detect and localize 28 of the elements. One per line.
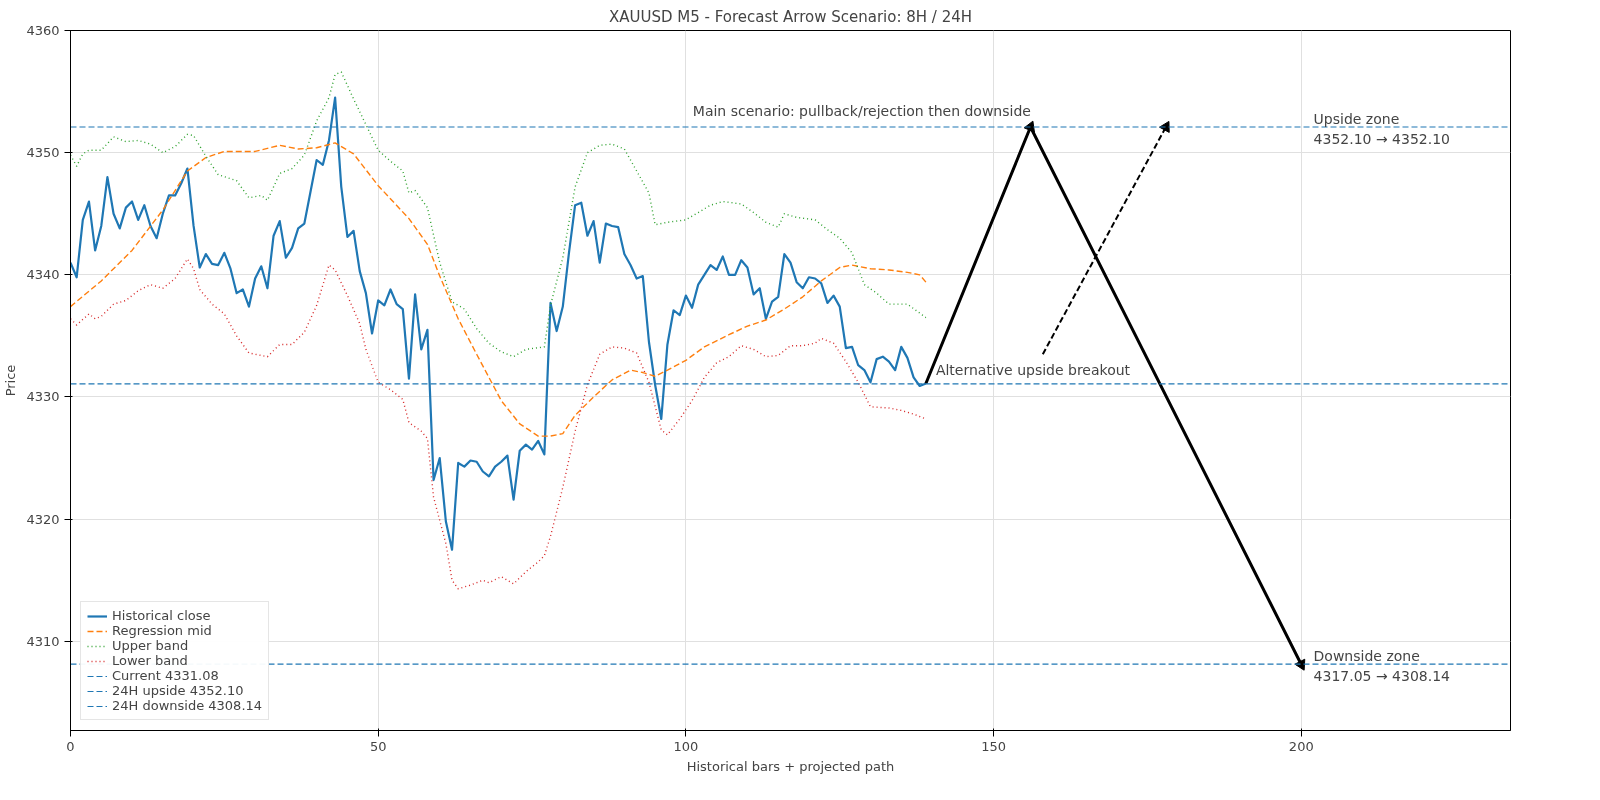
legend-label: Current 4331.08 (112, 668, 219, 683)
chart-title: XAUUSD M5 - Forecast Arrow Scenario: 8H / 24H (608, 7, 973, 26)
annotation: Downside zone 4317.05 → 4308.14 (1313, 648, 1451, 684)
legend-label: Upper band (112, 638, 189, 653)
line-series (70, 71, 927, 358)
legend-label: 24H downside 4308.14 (112, 698, 263, 713)
line-series (70, 142, 927, 437)
legend-label: 24H upside 4352.10 (112, 683, 244, 698)
line-series (70, 258, 927, 590)
y-tick-label: 4310 (26, 633, 60, 649)
y-tick-label: 4360 (26, 23, 60, 38)
legend-label: Lower band (112, 653, 188, 668)
y-tick-label: 4340 (26, 267, 60, 283)
y-axis-title: Price (3, 364, 19, 397)
y-tick-label: 4320 (26, 511, 60, 527)
annotation: Upside zone 4352.10 → 4352.10 (1313, 111, 1450, 147)
x-tick-label: 150 (981, 738, 1006, 754)
legend-label: Regression mid (112, 623, 212, 638)
annotation: Main scenario: pullback/rejection then downside (692, 102, 1031, 119)
x-tick-label: 100 (673, 738, 699, 754)
annotation: Alternative upside breakout (935, 361, 1131, 378)
x-axis-title: Historical bars + projected path (686, 758, 895, 774)
x-tick-label: 200 (1288, 738, 1314, 754)
y-tick-label: 4350 (26, 145, 60, 161)
legend-label: Historical close (112, 608, 211, 623)
x-tick-label: 50 (369, 738, 387, 754)
x-tick-label: 0 (66, 738, 75, 754)
y-tick-label: 4330 (26, 389, 60, 405)
